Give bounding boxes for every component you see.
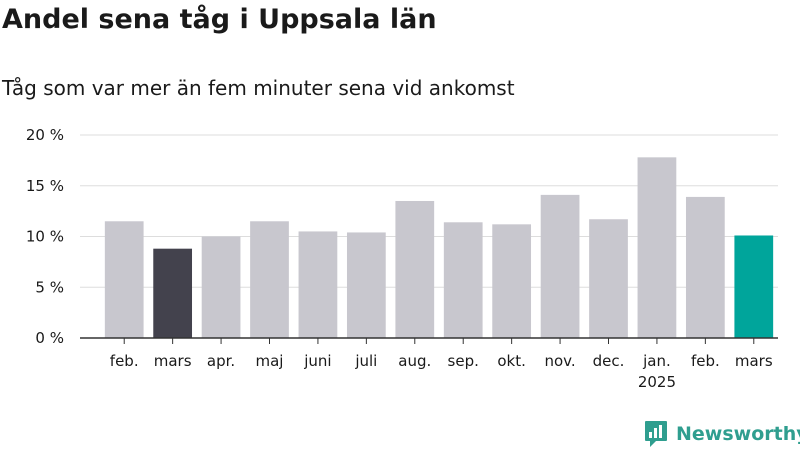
- bar: [734, 235, 774, 338]
- x-tick-label: jan.: [642, 352, 671, 370]
- bar: [153, 248, 193, 338]
- x-tick-label: feb.: [110, 352, 139, 370]
- bar: [201, 236, 241, 338]
- x-tick-label: dec.: [593, 352, 625, 370]
- bar: [104, 221, 144, 338]
- x-year-label: 2025: [638, 373, 676, 391]
- x-tick-label: mars: [154, 352, 192, 370]
- bar: [443, 222, 483, 338]
- bar: [298, 231, 338, 338]
- bar: [492, 224, 532, 338]
- chart-title: Andel sena tåg i Uppsala län: [2, 4, 437, 35]
- brand-logo: Newsworthy: [644, 420, 800, 448]
- y-tick-label: 5 %: [35, 278, 64, 296]
- x-tick-label: nov.: [544, 352, 575, 370]
- x-tick-label: maj: [256, 352, 284, 370]
- y-tick-label: 10 %: [26, 228, 64, 246]
- x-tick-label: mars: [735, 352, 773, 370]
- bar: [346, 232, 386, 338]
- chart-subtitle: Tåg som var mer än fem minuter sena vid …: [2, 76, 515, 100]
- x-tick-label: apr.: [207, 352, 235, 370]
- x-tick-label: juni: [303, 352, 331, 370]
- x-tick-label: aug.: [398, 352, 431, 370]
- x-tick-label: juli: [354, 352, 377, 370]
- bar: [589, 219, 628, 338]
- bar: [395, 200, 435, 338]
- y-tick-label: 20 %: [26, 126, 64, 144]
- y-tick-label: 15 %: [26, 177, 64, 195]
- bar: [540, 194, 580, 338]
- bar: [685, 196, 725, 338]
- x-tick-label: feb.: [691, 352, 720, 370]
- x-tick-label: okt.: [497, 352, 526, 370]
- newsworthy-logo-icon: [645, 421, 667, 447]
- brand-name: Newsworthy: [676, 423, 800, 445]
- bar: [250, 221, 289, 338]
- y-tick-label: 0 %: [35, 329, 64, 347]
- x-tick-label: sep.: [448, 352, 479, 370]
- bar: [637, 157, 677, 338]
